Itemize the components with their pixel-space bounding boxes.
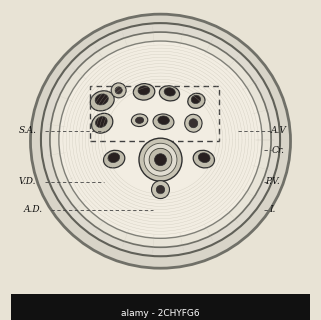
Ellipse shape: [133, 84, 155, 100]
Ellipse shape: [159, 86, 179, 101]
Ellipse shape: [193, 150, 214, 168]
Ellipse shape: [30, 14, 291, 268]
Text: A.D.: A.D.: [24, 205, 43, 214]
Circle shape: [139, 138, 182, 181]
Text: P.V.: P.V.: [265, 177, 280, 186]
Ellipse shape: [135, 117, 144, 124]
Text: Cr.: Cr.: [272, 146, 285, 155]
Circle shape: [156, 185, 165, 194]
Circle shape: [154, 154, 167, 166]
Text: V.D.: V.D.: [19, 177, 36, 186]
Ellipse shape: [50, 32, 271, 247]
Ellipse shape: [164, 88, 175, 96]
Circle shape: [115, 87, 122, 94]
Ellipse shape: [131, 114, 148, 126]
Ellipse shape: [153, 114, 174, 130]
Ellipse shape: [96, 116, 107, 127]
Ellipse shape: [108, 153, 120, 163]
Ellipse shape: [90, 91, 114, 111]
Ellipse shape: [185, 114, 202, 132]
Bar: [11, 294, 310, 320]
Ellipse shape: [158, 116, 169, 124]
Ellipse shape: [188, 93, 205, 108]
Text: S.A.: S.A.: [19, 126, 37, 135]
Ellipse shape: [191, 95, 201, 104]
Circle shape: [152, 180, 169, 199]
Ellipse shape: [95, 94, 108, 105]
Ellipse shape: [59, 41, 262, 238]
Circle shape: [144, 143, 177, 176]
Ellipse shape: [104, 150, 125, 168]
Ellipse shape: [91, 113, 113, 133]
Text: I.: I.: [269, 205, 276, 214]
Ellipse shape: [198, 153, 210, 163]
Text: alamy - 2CHYFG6: alamy - 2CHYFG6: [121, 308, 200, 317]
Ellipse shape: [41, 23, 280, 256]
Ellipse shape: [138, 86, 150, 95]
Ellipse shape: [189, 119, 198, 128]
Circle shape: [149, 148, 172, 171]
Circle shape: [111, 83, 126, 98]
Text: A.V: A.V: [271, 126, 287, 135]
